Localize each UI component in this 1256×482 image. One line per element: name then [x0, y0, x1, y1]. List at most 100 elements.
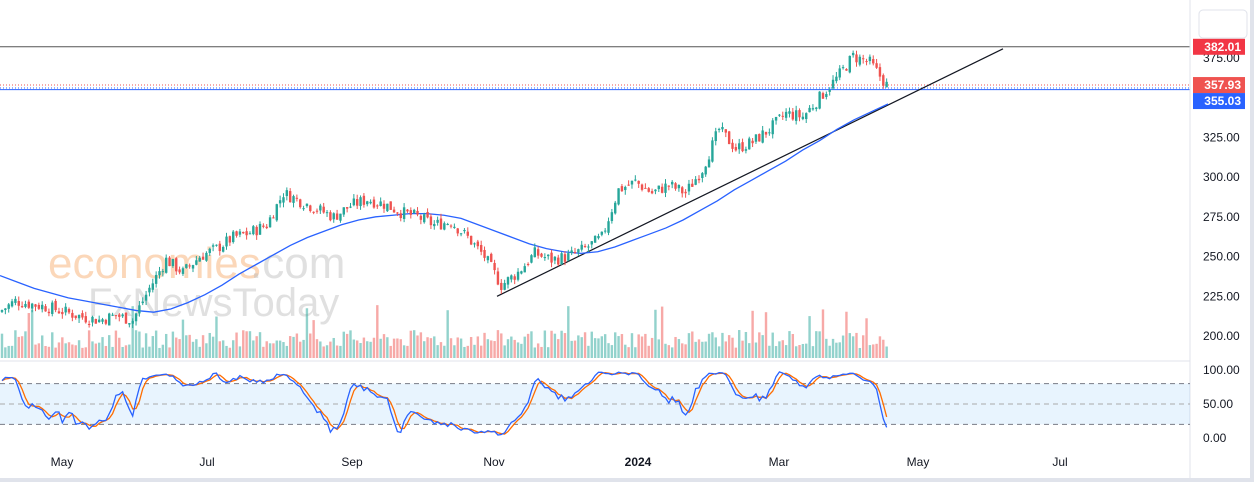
time-axis[interactable]: May Jul Sep Nov 2024 Mar May Jul	[51, 455, 1068, 469]
volume-bar	[221, 340, 225, 358]
volume-bar	[272, 343, 275, 358]
settings-button[interactable]	[1198, 9, 1248, 39]
candle-body	[577, 249, 580, 253]
candle-body	[10, 301, 14, 307]
volume-bar	[131, 306, 134, 358]
volume-bar	[593, 338, 597, 358]
volume-bar	[10, 345, 14, 358]
volume-bar	[111, 346, 114, 358]
volume-bar	[41, 335, 44, 358]
candle-body	[77, 314, 81, 319]
candle-body	[610, 212, 614, 222]
volume-bar	[781, 340, 784, 358]
volume-bar	[232, 340, 235, 358]
volume-bar	[356, 340, 359, 358]
volume-bar	[44, 346, 47, 358]
candle-body	[788, 111, 791, 114]
volume-bar	[714, 337, 717, 358]
volume-bar	[104, 345, 108, 358]
candle-body	[580, 244, 583, 250]
volume-bar	[587, 345, 590, 358]
volume-bar	[255, 336, 258, 358]
volume-bar	[288, 336, 292, 358]
volume-bar	[677, 339, 681, 358]
candle-body	[835, 76, 838, 82]
volume-bar	[687, 333, 691, 358]
candle-body	[402, 207, 406, 219]
volume-bar	[724, 341, 728, 358]
volume-bar	[540, 346, 543, 358]
volume-bar	[396, 338, 399, 358]
volume-bar	[242, 330, 245, 358]
price-axis[interactable]: 375.00325.00300.00275.00250.00225.00200.…	[1203, 51, 1240, 343]
volume-bar	[553, 333, 557, 358]
candle-body	[262, 225, 265, 227]
candle-body	[654, 189, 657, 192]
volume-bar	[352, 339, 356, 358]
candle-body	[104, 319, 108, 324]
candle-body	[44, 306, 47, 312]
volume-bar	[617, 336, 620, 358]
volume-bar	[848, 333, 851, 358]
candle-body	[593, 235, 597, 243]
candle-body	[553, 256, 557, 261]
candle-body	[624, 186, 627, 191]
candle-body	[791, 111, 795, 120]
volume-bar	[108, 335, 111, 358]
volume-bar	[325, 345, 329, 358]
volume-bar	[211, 336, 215, 358]
candle-body	[178, 269, 181, 273]
volume-bar	[741, 340, 744, 358]
candle-body	[714, 131, 717, 142]
candle-body	[754, 134, 758, 142]
candle-body	[299, 199, 302, 208]
volume-bar	[624, 344, 627, 358]
candle-body	[436, 219, 439, 223]
candle-body	[798, 110, 801, 118]
volume-bar	[71, 344, 74, 358]
candle-body	[362, 195, 366, 205]
volume-bar	[423, 341, 426, 358]
volume-bar	[818, 331, 821, 358]
candle-body	[784, 111, 788, 118]
candle-body	[218, 243, 222, 252]
oscillator-axis[interactable]: 100.00 50.00 0.00	[1203, 363, 1240, 445]
volume-bar	[446, 310, 449, 358]
candle-body	[801, 116, 805, 120]
candle-body	[372, 199, 376, 208]
volume-bar	[845, 311, 848, 358]
volume-bar	[436, 345, 439, 358]
volume-bar	[711, 332, 714, 358]
volume-bar	[372, 337, 376, 358]
volume-bar	[339, 345, 342, 358]
candle-body	[463, 229, 466, 232]
candle-body	[868, 56, 872, 62]
trendline[interactable]	[496, 48, 1004, 297]
volume-bar	[178, 339, 181, 358]
candle-body	[563, 254, 567, 262]
oscillator-tick: 0.00	[1203, 431, 1227, 445]
candle-body	[768, 132, 771, 134]
volume-bar	[27, 313, 31, 358]
volume-bar	[429, 338, 433, 358]
candle-body	[741, 142, 744, 152]
candle-body	[721, 126, 724, 130]
candle-body	[255, 226, 258, 236]
volume-bar	[439, 342, 443, 358]
candle-body	[191, 265, 195, 269]
candle-body	[510, 275, 513, 280]
volume-bar	[305, 308, 309, 358]
candle-body	[533, 247, 536, 258]
candle-body	[469, 235, 473, 245]
candle-body	[597, 235, 600, 239]
candle-body	[429, 216, 433, 226]
volume-bar	[134, 330, 138, 358]
candle-body	[64, 306, 67, 313]
candle-body	[87, 323, 91, 325]
volume-bar	[34, 344, 37, 358]
volume-bar	[754, 342, 758, 358]
candle-body	[399, 213, 402, 219]
volume-bar	[627, 347, 630, 358]
